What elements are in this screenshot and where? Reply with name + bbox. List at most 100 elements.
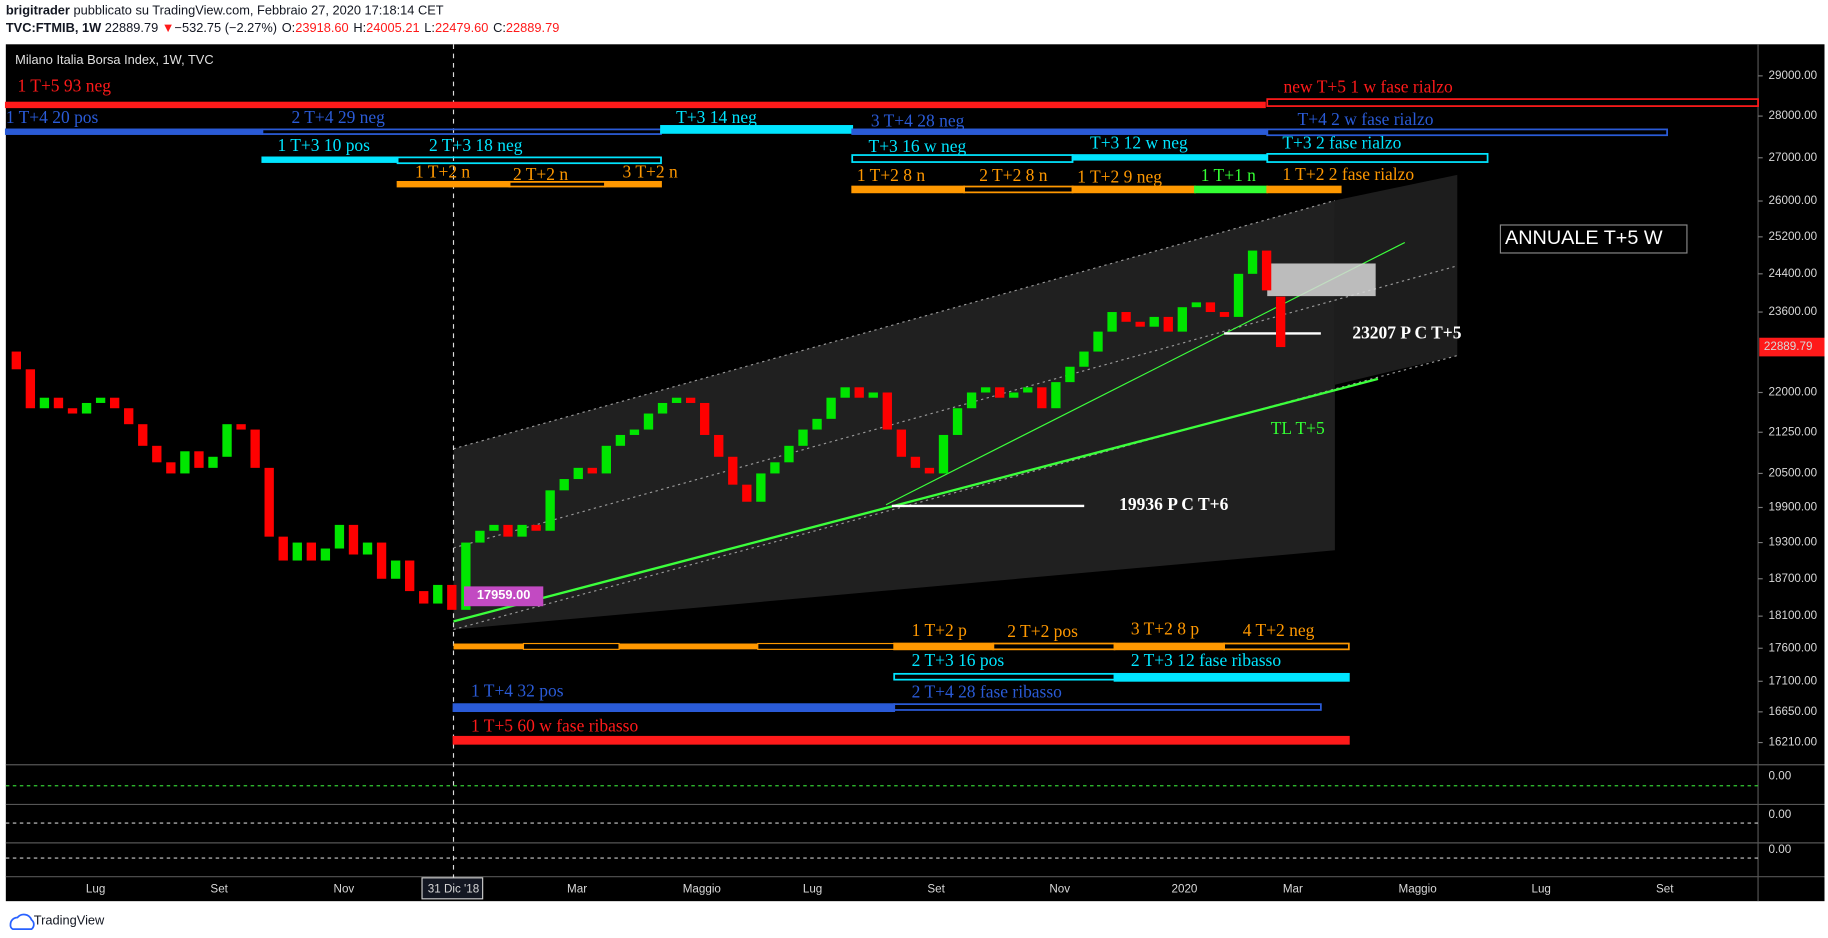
last-price-label: 22889.79	[1764, 340, 1813, 353]
candle-body	[1051, 382, 1061, 409]
time-label: Maggio	[683, 883, 721, 896]
time-label: 31 Dic '18	[428, 883, 479, 896]
candle-body	[447, 584, 457, 610]
annotation-bar	[1113, 672, 1350, 682]
y-tick-label: 17100.00	[1769, 674, 1818, 687]
y-tick-label: 18700.00	[1769, 572, 1818, 585]
annotation-bar	[893, 642, 995, 651]
y-tick-label: 26000.00	[1769, 194, 1818, 207]
candle-body	[1219, 312, 1230, 317]
logo	[9, 913, 35, 931]
candle-body	[629, 429, 640, 435]
candle-body	[924, 467, 935, 474]
candle-body	[222, 424, 232, 457]
low-box	[463, 586, 544, 607]
candle-body	[545, 490, 555, 531]
annotation: T+3 2 fase rialzo	[1282, 133, 1401, 153]
annotation: T+3 14 neg	[676, 107, 757, 127]
time-label: Set	[1656, 883, 1674, 896]
annotation: T+4 2 w fase rialzo	[1298, 109, 1434, 129]
candle-body	[278, 536, 288, 561]
sub-tick-label: 0.00	[1769, 769, 1792, 782]
annotation-bar	[604, 180, 662, 188]
annotation: 2 T+2 pos	[1007, 621, 1078, 641]
y-tick-label: 24400.00	[1769, 267, 1818, 280]
candle-body	[868, 392, 878, 398]
time-label-box	[421, 877, 484, 900]
symbol-line: TVC:FTMIB, 1W 22889.79 ▼−532.75 (−2.27%)…	[6, 21, 560, 36]
candles	[11, 250, 1286, 610]
annotation: 1 T+2 2 fase rialzo	[1282, 164, 1414, 184]
note-box	[1499, 224, 1688, 254]
annotation: new T+5 1 w fase rialzo	[1284, 77, 1453, 97]
annotation: 2 T+3 18 neg	[429, 135, 523, 155]
annotation-bar	[893, 703, 1322, 711]
candle-body	[826, 397, 836, 419]
annotation: 1 T+2 8 n	[857, 165, 926, 185]
annotation-bar	[4, 101, 1266, 109]
annotation: 1 T+1 n	[1201, 165, 1256, 185]
annotation: 3 T+2 n	[623, 162, 678, 182]
header-line: brigitrader pubblicato su TradingView.co…	[6, 3, 444, 18]
annotation-bar	[1071, 185, 1196, 194]
low-label: 17959.00	[477, 587, 530, 602]
candle-body	[1275, 296, 1286, 348]
candle-body	[1065, 366, 1075, 383]
annotation-bar	[1223, 642, 1350, 651]
candle-body	[334, 524, 345, 549]
y-tick-label: 19300.00	[1769, 536, 1818, 549]
annotation-bar	[1113, 642, 1225, 651]
candle-body	[728, 456, 738, 485]
channel-line	[453, 199, 1336, 450]
candle-body	[1247, 250, 1258, 274]
annotation: 1 T+2 9 neg	[1077, 166, 1162, 186]
annotation: 1 T+5 60 w fase ribasso	[471, 715, 638, 735]
candle-body	[11, 351, 21, 370]
annotation: 2 T+3 12 fase ribasso	[1131, 650, 1281, 670]
change: −532.75 (−2.27%)	[174, 21, 277, 36]
annotation: T+3 16 w neg	[869, 136, 967, 156]
time-label: Mar	[1283, 883, 1303, 896]
candle-body	[166, 462, 176, 474]
trend-line	[453, 377, 1379, 623]
annotation: 1 T+5 93 neg	[17, 75, 111, 95]
candle-body	[152, 445, 162, 463]
candle-body	[390, 560, 401, 579]
candle-body	[1205, 302, 1216, 313]
bar	[619, 643, 758, 650]
candle-body	[461, 542, 471, 610]
candle-body	[1009, 392, 1019, 398]
ohlc-label: O:	[282, 21, 296, 36]
candle-body	[1121, 312, 1131, 322]
candle-body	[489, 524, 499, 531]
candle-body	[1163, 316, 1173, 332]
candle-body	[67, 408, 78, 414]
annotation: 3 T+4 28 neg	[871, 110, 965, 130]
annotation-bar	[4, 128, 264, 135]
y-tick-label: 21250.00	[1769, 425, 1818, 438]
annotation-bar	[261, 156, 399, 163]
drawings	[452, 44, 1458, 902]
annotation: 2 T+4 29 neg	[291, 107, 385, 127]
annotation-bar	[660, 125, 854, 134]
y-tick-label: 29000.00	[1769, 69, 1818, 82]
channel	[453, 200, 1335, 630]
candle-body	[657, 402, 668, 414]
candle-body	[840, 387, 850, 398]
annotation-bar	[452, 735, 1350, 745]
candle-body	[714, 434, 724, 457]
candle-body	[910, 456, 921, 468]
candle-body	[475, 530, 485, 543]
footer-brand[interactable]: TradingView	[34, 912, 105, 927]
annotation: 2 T+2 8 n	[979, 165, 1048, 185]
time-label: Nov	[334, 883, 355, 896]
annotation-bar	[1266, 185, 1342, 194]
channel-line	[453, 265, 1458, 549]
candle-body	[503, 524, 513, 537]
candle-body	[1107, 312, 1117, 332]
candle-body	[995, 387, 1005, 398]
time-label: Lug	[1531, 883, 1550, 896]
candle-body	[671, 397, 682, 403]
note: TL T+5	[1271, 418, 1325, 438]
